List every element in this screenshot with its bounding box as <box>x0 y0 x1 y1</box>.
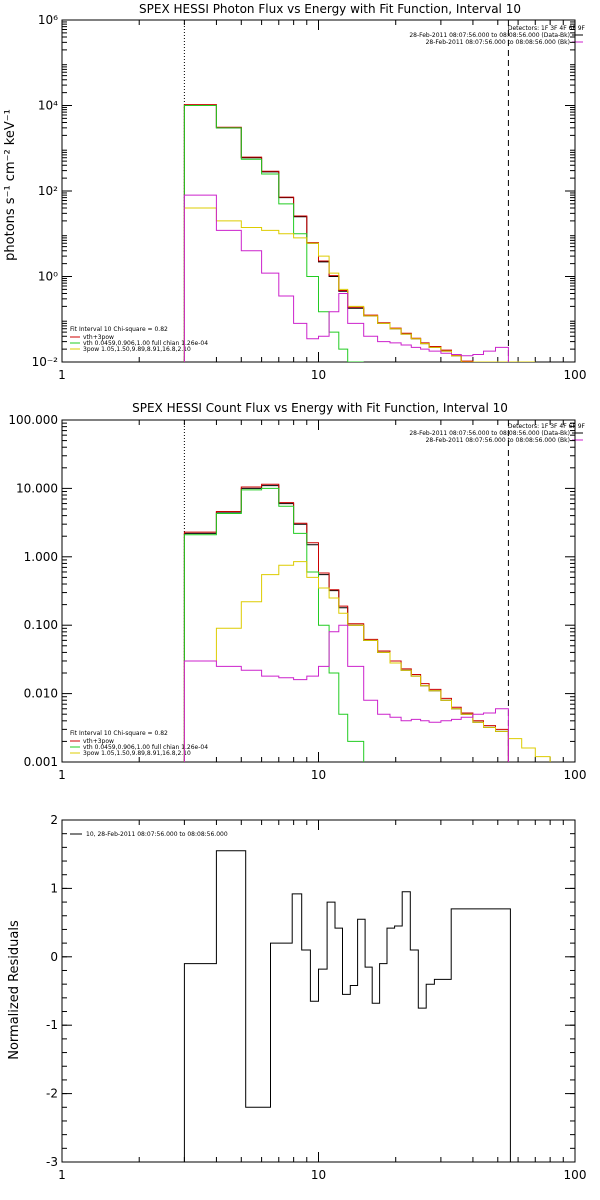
count-flux-x-tick-label: 10 <box>311 768 326 782</box>
count-flux-x-tick-label: 1 <box>58 768 66 782</box>
photon-flux-y-tick-label: 10⁻² <box>32 355 59 369</box>
count-flux-y-tick-label: 0.001 <box>24 755 58 769</box>
photon-flux-x-tick-label: 10 <box>311 368 326 382</box>
count-flux-y-tick-label: 0.010 <box>24 687 58 701</box>
count-flux-series-1 <box>183 483 509 762</box>
count-flux-legend-fit: Fit Interval 10 Chi-square = 0.82 <box>70 730 168 737</box>
count-flux-legend-bk: 28-Feb-2011 08:07:56.000 to 08:08:56.000… <box>426 437 570 444</box>
residuals-y-tick-label: -1 <box>46 1018 58 1032</box>
residuals-y-tick-label: 2 <box>50 813 58 827</box>
photon-flux-legend-topright: Detectors: 1F 3F 4F 6F 9F 28-Feb-2011 08… <box>409 25 585 46</box>
count-flux-legend-bottomleft: Fit Interval 10 Chi-square = 0.82 vth+3p… <box>70 730 208 757</box>
photon-flux-legend-detectors: Detectors: 1F 3F 4F 6F 9F <box>508 25 586 32</box>
count-flux-legend-detectors: Detectors: 1F 3F 4F 6F 9F <box>508 423 586 430</box>
count-flux-y-tick-label: 100.000 <box>8 413 58 427</box>
photon-flux-x-tick-label: 1 <box>58 368 66 382</box>
count-flux-y-tick-label: 10.000 <box>16 481 58 495</box>
count-flux-y-tick-label: 1.000 <box>24 550 58 564</box>
photon-flux-x-tick-label: 100 <box>564 368 587 382</box>
count-flux-legend-topright: Detectors: 1F 3F 4F 6F 9F 28-Feb-2011 08… <box>409 423 585 444</box>
photon-flux-title: SPEX HESSI Photon Flux vs Energy with Fi… <box>139 2 521 16</box>
count-flux-series-0 <box>183 485 509 762</box>
photon-flux-panel: SPEX HESSI Photon Flux vs Energy with Fi… <box>3 2 586 382</box>
photon-flux-y-tick-label: 10⁰ <box>38 270 58 284</box>
count-flux-series-2 <box>183 487 365 762</box>
count-flux-y-tick-label: 0.100 <box>24 618 58 632</box>
residuals-panel: Normalized Residuals 10, 28-Feb-2011 08:… <box>7 813 586 1182</box>
count-flux-panel: SPEX HESSI Count Flux vs Energy with Fit… <box>8 401 586 782</box>
residuals-ylabel: Normalized Residuals <box>7 920 22 1060</box>
residuals-y-tick-label: -3 <box>46 1155 58 1169</box>
photon-flux-y-tick-label: 10² <box>38 184 58 198</box>
photon-flux-legend-item-2: vth 0.0459,0.906,1.00 full chian 1.26e-0… <box>83 340 208 347</box>
residuals-x-tick-label: 100 <box>564 1168 587 1182</box>
count-flux-series-4 <box>183 624 509 762</box>
count-flux-legend-data: 28-Feb-2011 08:07:56.000 to 08:08:56.000… <box>409 430 570 437</box>
photon-flux-legend-fit: Fit Interval 10 Chi-square = 0.82 <box>70 326 168 333</box>
photon-flux-legend-data: 28-Feb-2011 08:07:56.000 to 08:08:56.000… <box>409 32 570 39</box>
photon-flux-y-tick-label: 10⁴ <box>38 99 58 113</box>
photon-flux-legend-item-3: 3pow 1.05,1.50,9.89,8.91,16.8,2.10 <box>83 346 191 353</box>
photon-flux-legend-bottomleft: Fit Interval 10 Chi-square = 0.82 vth+3p… <box>70 326 208 353</box>
residuals-x-tick-label: 10 <box>311 1168 326 1182</box>
count-flux-title: SPEX HESSI Count Flux vs Energy with Fit… <box>132 401 508 415</box>
residuals-y-tick-label: 0 <box>50 950 58 964</box>
count-flux-series-3 <box>183 561 551 762</box>
photon-flux-legend-item-1: vth+3pow <box>83 334 114 341</box>
residuals-y-tick-label: 1 <box>50 881 58 895</box>
residuals-x-tick-label: 1 <box>58 1168 66 1182</box>
count-flux-x-tick-label: 100 <box>564 768 587 782</box>
residuals-legend: 10, 28-Feb-2011 08:07:56.000 to 08:08:56… <box>86 831 228 838</box>
count-flux-legend-item-1: vth+3pow <box>83 738 114 745</box>
residuals-series-0 <box>183 850 511 1162</box>
photon-flux-ylabel: photons s⁻¹ cm⁻² keV⁻¹ <box>3 109 18 261</box>
photon-flux-series-4 <box>183 194 509 362</box>
residuals-y-tick-label: -2 <box>46 1087 58 1101</box>
photon-flux-series-0 <box>183 105 509 362</box>
count-flux-legend-item-3: 3pow 1.05,1.50,9.89,8.91,16.8,2.10 <box>83 750 191 757</box>
count-flux-legend-item-2: vth 0.0459,0.906,1.00 full chian 1.26e-0… <box>83 744 208 751</box>
photon-flux-series-3 <box>183 207 536 362</box>
photon-flux-series-2 <box>183 105 364 362</box>
photon-flux-series-1 <box>183 104 509 362</box>
photon-flux-y-tick-label: 10⁶ <box>38 13 58 27</box>
photon-flux-legend-bk: 28-Feb-2011 08:07:56.000 to 08:08:56.000… <box>426 39 570 46</box>
